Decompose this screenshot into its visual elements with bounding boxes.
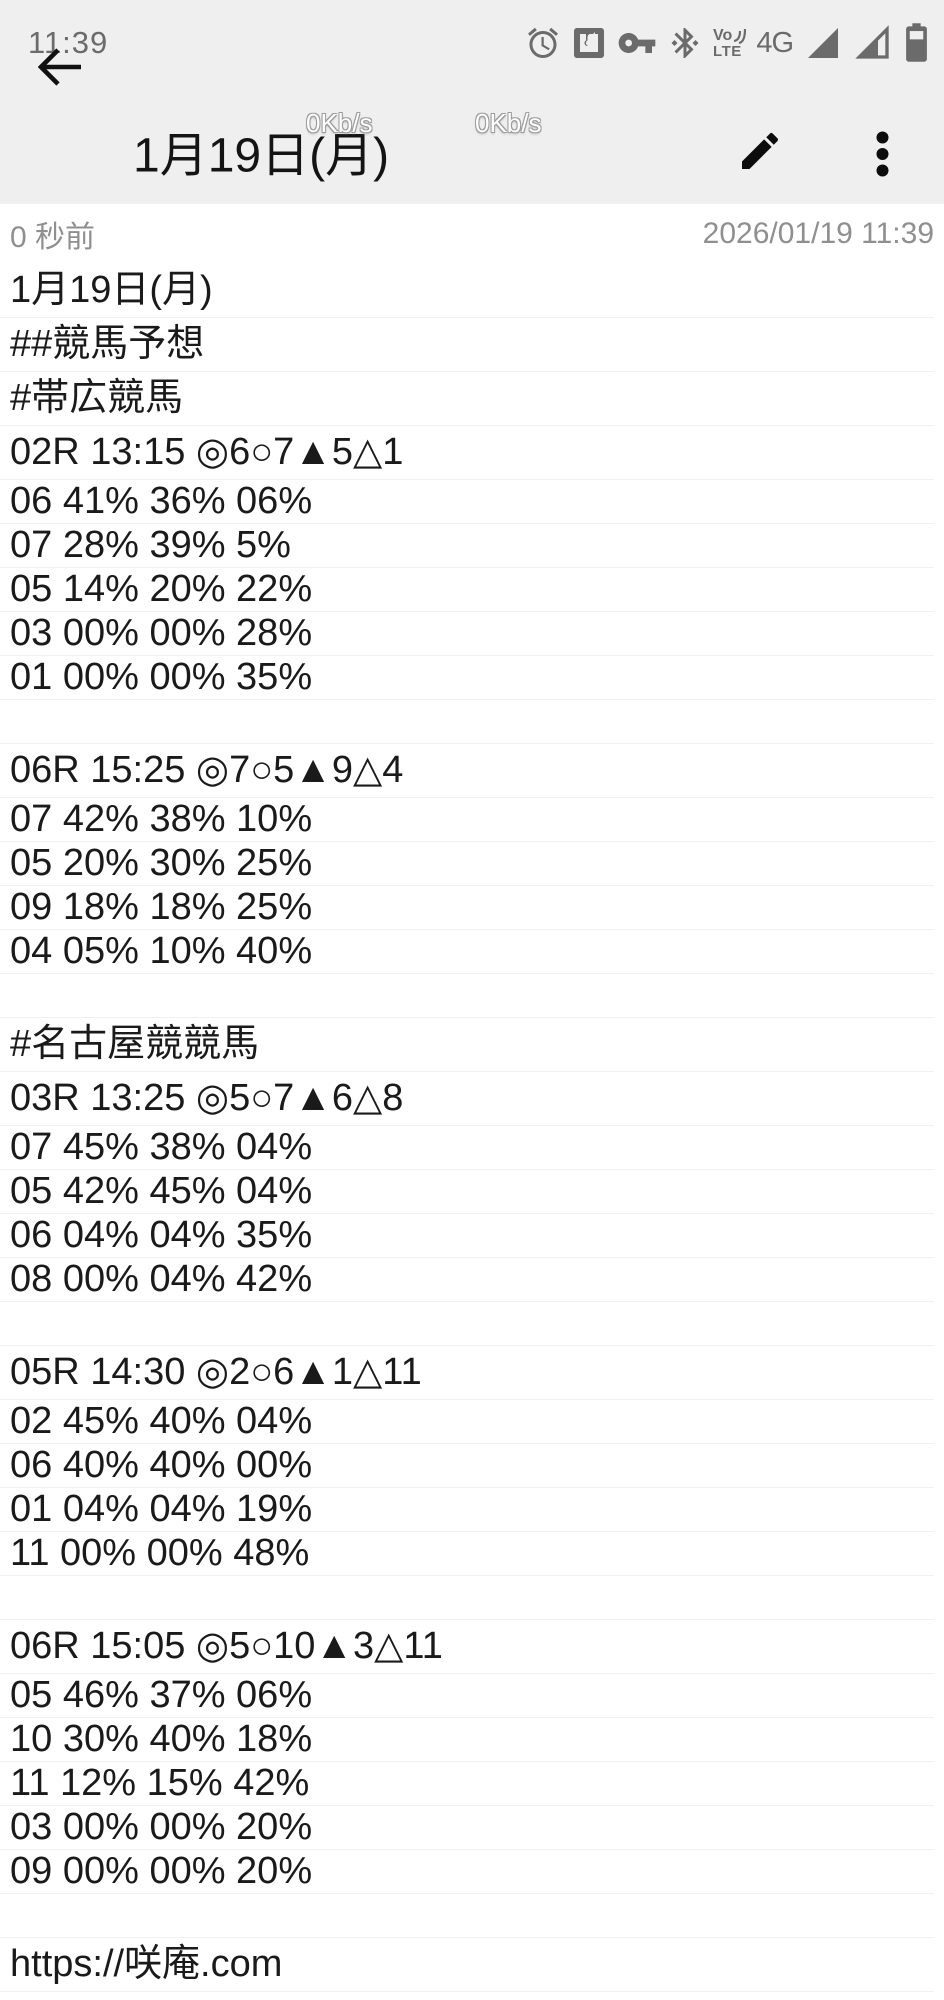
note-line: [0, 1576, 934, 1620]
nfc-icon: [571, 25, 607, 61]
note-body[interactable]: 1月19日(月) ##競馬予想 #帯広競馬 02R 13:15 ◎6○7▲5△1 06 …: [0, 264, 944, 1992]
note-line: [0, 1894, 934, 1938]
note-line: [0, 974, 934, 1018]
back-button[interactable]: [37, 46, 84, 93]
note-line: 06 04% 04% 35%: [0, 1214, 934, 1258]
edit-button[interactable]: [736, 127, 784, 180]
battery-icon: [903, 22, 930, 64]
alarm-icon: [525, 25, 561, 61]
note-line: 02R 13:15 ◎6○7▲5△1: [0, 426, 934, 480]
note-line: 11 12% 15% 42%: [0, 1762, 934, 1806]
page-title: 1月19日(月): [133, 129, 390, 183]
note-line: 01 04% 04% 19%: [0, 1488, 934, 1532]
note-line: 06 41% 36% 06%: [0, 480, 934, 524]
note-line: [0, 700, 934, 744]
note-line: 05 46% 37% 06%: [0, 1674, 934, 1718]
note-line: 08 00% 04% 42%: [0, 1258, 934, 1302]
note-line: 10 30% 40% 18%: [0, 1718, 934, 1762]
note-line: 09 00% 00% 20%: [0, 1850, 934, 1894]
note-line: 05 42% 45% 04%: [0, 1170, 934, 1214]
note-line: 1月19日(月): [0, 264, 934, 318]
network-type-4g: 4G: [756, 26, 794, 59]
note-line: 07 28% 39% 5%: [0, 524, 934, 568]
note-line: 09 18% 18% 25%: [0, 886, 934, 930]
note-line: 01 00% 00% 35%: [0, 656, 934, 700]
network-speed-overlay: 0Kb/s: [306, 108, 373, 138]
status-icons: Vo LTE 4G: [525, 22, 930, 64]
note-line: 07 45% 38% 04%: [0, 1126, 934, 1170]
network-speed-overlay: 0Kb/s: [475, 108, 542, 138]
note-line: #帯広競馬: [0, 372, 934, 426]
status-clock: 11:39: [28, 25, 109, 60]
note-line: https://咲庵.com: [0, 1938, 934, 1992]
bluetooth-icon: [667, 25, 703, 61]
signal-sim2-icon: [853, 23, 893, 63]
note-line: [0, 1302, 934, 1346]
note-line: 05 14% 20% 22%: [0, 568, 934, 612]
note-line: #名古屋競競馬: [0, 1018, 934, 1072]
signal-sim1-icon: [803, 23, 843, 63]
note-line: 06R 15:25 ◎7○5▲9△4: [0, 744, 934, 798]
note-line: 05 20% 30% 25%: [0, 842, 934, 886]
note-line: 05R 14:30 ◎2○6▲1△11: [0, 1346, 934, 1400]
note-line: 03 00% 00% 20%: [0, 1806, 934, 1850]
note-age: 0 秒前: [10, 221, 96, 254]
note-line: 04 05% 10% 40%: [0, 930, 934, 974]
status-bar: 11:39 Vo LTE 4G: [0, 0, 944, 86]
vpn-key-icon: [617, 23, 657, 63]
note-timestamp: 2026/01/19 11:39: [702, 217, 934, 250]
note-line: 06R 15:05 ◎5○10▲3△11: [0, 1620, 934, 1674]
note-line: 06 40% 40% 00%: [0, 1444, 934, 1488]
overflow-menu-button[interactable]: [876, 131, 889, 182]
app-bar: 1月19日(月) 0Kb/s 0Kb/s: [0, 48, 944, 204]
note-meta-row: 0 秒前 2026/01/19 11:39: [0, 204, 944, 264]
volte-icon: Vo LTE: [713, 27, 747, 59]
note-line: 03R 13:25 ◎5○7▲6△8: [0, 1072, 934, 1126]
note-line: 07 42% 38% 10%: [0, 798, 934, 842]
note-line: 11 00% 00% 48%: [0, 1532, 934, 1576]
note-line: ##競馬予想: [0, 318, 934, 372]
note-line: 02 45% 40% 04%: [0, 1400, 934, 1444]
note-line: 03 00% 00% 28%: [0, 612, 934, 656]
